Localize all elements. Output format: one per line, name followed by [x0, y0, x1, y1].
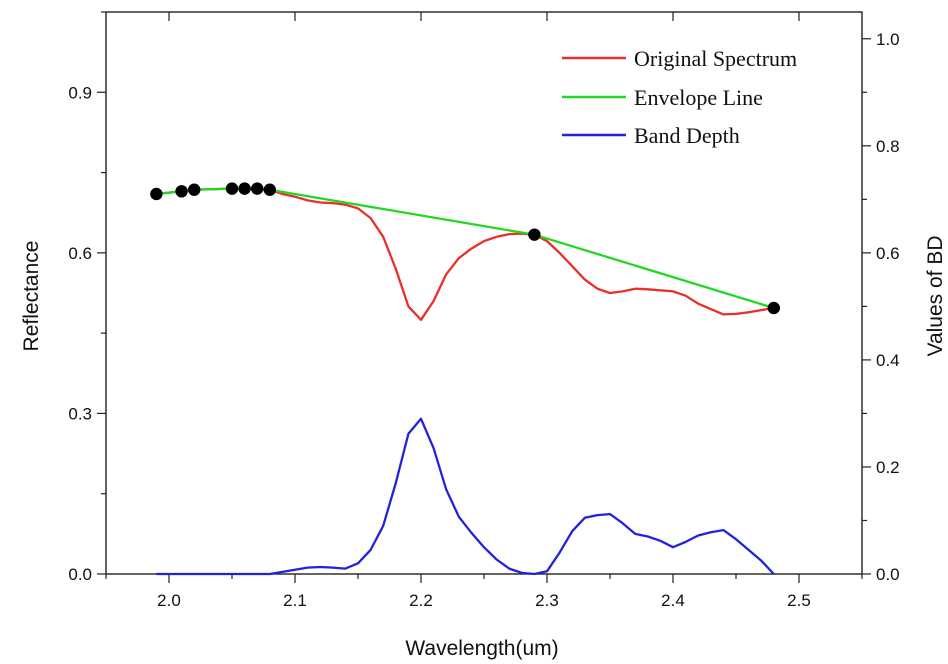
y2-tick-label: 0.4	[876, 351, 900, 370]
legend-label-envelope-line: Envelope Line	[634, 85, 763, 110]
y2-tick-label: 0.0	[876, 565, 900, 584]
ticks-group: 2.0 2.1 2.2 2.3 2.4 2.5 0.0 0.3 0.6 0.9 0.0 0.2 0.4 0…	[68, 11, 900, 610]
x-tick-label: 2.4	[661, 591, 685, 610]
y-tick-label: 0.6	[68, 244, 92, 263]
x-tick-label: 2.5	[787, 591, 811, 610]
x-tick-label: 2.1	[283, 591, 307, 610]
y2-tick-label: 0.6	[876, 244, 900, 263]
series-line-original-spectrum	[156, 187, 774, 321]
x-tick-label: 2.3	[535, 591, 559, 610]
legend-label-band-depth: Band Depth	[634, 123, 740, 148]
x-axis-title: Wavelength(um)	[405, 637, 558, 660]
y2-tick-label: 0.8	[876, 137, 900, 156]
envelope-point	[238, 182, 251, 195]
series-line-band-depth	[156, 417, 775, 576]
y-tick-label: 0.0	[68, 565, 92, 584]
x-tick-label: 2.2	[409, 591, 433, 610]
y2-tick-label: 1.0	[876, 30, 900, 49]
series-line-envelope-line	[156, 187, 775, 310]
envelope-point	[175, 185, 188, 198]
x-tick-label: 2.0	[157, 591, 181, 610]
envelope-point	[251, 182, 264, 195]
envelope-points-group	[150, 182, 780, 315]
series-group	[156, 187, 775, 576]
envelope-point	[225, 182, 239, 195]
envelope-point	[188, 183, 201, 196]
y-tick-label: 0.3	[68, 404, 92, 423]
y2-tick-label: 0.2	[876, 458, 900, 477]
envelope-point	[263, 183, 276, 196]
envelope-point	[767, 301, 780, 315]
legend: Original Spectrum Envelope Line Band Dep…	[562, 46, 797, 148]
envelope-point	[528, 228, 541, 241]
y-tick-label: 0.9	[68, 83, 92, 102]
legend-label-original-spectrum: Original Spectrum	[634, 46, 797, 71]
y-axis-title: Reflectance	[20, 241, 43, 352]
y2-axis-title: Values of BD	[924, 235, 947, 356]
envelope-point	[150, 187, 163, 201]
